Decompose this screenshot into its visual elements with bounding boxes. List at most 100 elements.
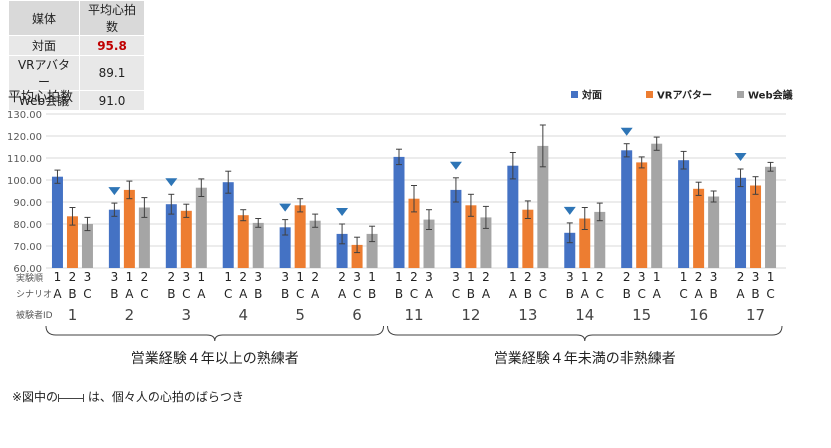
bar [252, 222, 264, 268]
bracket-label: 営業経験４年以上の熟練者 [131, 351, 299, 367]
error-bar-icon [58, 393, 85, 402]
bar [450, 189, 462, 268]
bar [81, 224, 93, 268]
summary-label: VRアバター [8, 55, 80, 91]
order-label: 3 [182, 270, 190, 284]
scenario-label: A [653, 287, 662, 301]
order-label: 2 [338, 270, 346, 284]
bar [693, 188, 705, 268]
scenario-label: C [182, 287, 190, 301]
order-label: 3 [84, 270, 92, 284]
scenario-label: C [539, 287, 547, 301]
scenario-label: A [197, 287, 206, 301]
order-label: 2 [69, 270, 77, 284]
legend-label: Web会議 [748, 89, 793, 102]
bracket-label: 営業経験４年未満の非熟練者 [494, 351, 676, 367]
bar [465, 205, 477, 268]
subject-id-label: 12 [461, 306, 480, 324]
order-label: 3 [566, 270, 574, 284]
subject-id-label: 3 [182, 306, 192, 324]
scenario-label: B [467, 287, 475, 301]
bar [279, 227, 291, 268]
scenario-label: C [766, 287, 774, 301]
bar [651, 143, 663, 268]
order-label: 2 [141, 270, 149, 284]
subject-id-label: 4 [238, 306, 248, 324]
marker-triangle-icon [734, 153, 747, 161]
scenario-label: A [581, 287, 590, 301]
subject-id-label: 2 [125, 306, 135, 324]
order-label: 1 [653, 270, 661, 284]
order-label: 3 [710, 270, 718, 284]
note-prefix: ※図中の [12, 390, 59, 404]
scenario-label: A [53, 287, 62, 301]
y-tick-label: 120.00 [7, 132, 42, 143]
order-label: 1 [126, 270, 134, 284]
scenario-label: A [482, 287, 491, 301]
note-suffix: は、個々人の心拍のばらつき [87, 390, 244, 404]
scenario-label: B [524, 287, 532, 301]
bar [537, 145, 549, 268]
scenario-label: C [83, 287, 91, 301]
scenario-label: C [596, 287, 604, 301]
bar [393, 156, 405, 268]
order-label: 1 [581, 270, 589, 284]
subject-id-label: 13 [518, 306, 537, 324]
summary-value: 95.8 [79, 35, 145, 56]
subject-id-label: 16 [689, 306, 708, 324]
legend-swatch [646, 91, 653, 98]
scenario-label: A [425, 287, 434, 301]
legend-label: VRアバター [657, 90, 712, 102]
bar [636, 162, 648, 268]
order-label: 1 [680, 270, 688, 284]
scenario-label: B [254, 287, 262, 301]
scenario-label: B [68, 287, 76, 301]
order-label: 1 [224, 270, 232, 284]
bar [564, 232, 576, 268]
group-bracket [45, 325, 385, 342]
bar [366, 233, 378, 268]
legend-swatch [571, 91, 578, 98]
marker-triangle-icon [108, 187, 121, 196]
bar [507, 165, 519, 268]
summary-row-web: Web会議 91.0 [8, 90, 145, 111]
order-label: 2 [524, 270, 532, 284]
summary-label: Web会議 [8, 90, 80, 111]
bar [237, 215, 249, 268]
summary-table: 媒体 平均心拍数 対面 95.8 VRアバター 89.1 Web会議 91.0 [8, 0, 145, 111]
order-label: 2 [596, 270, 604, 284]
scenario-label: B [368, 287, 376, 301]
scenario-label: A [239, 287, 248, 301]
order-label: 2 [695, 270, 703, 284]
bar [579, 218, 591, 268]
scenario-label: B [751, 287, 759, 301]
legend-swatch [737, 91, 744, 98]
subject-id-label: 1 [68, 306, 78, 324]
y-tick-label: 70.00 [13, 242, 42, 253]
bar [480, 217, 492, 268]
order-label: 3 [281, 270, 289, 284]
bar [180, 210, 192, 268]
group-bracket [387, 325, 783, 342]
bar [408, 198, 420, 268]
scenario-label: C [296, 287, 304, 301]
order-label: 3 [638, 270, 646, 284]
summary-value: 91.0 [79, 90, 145, 111]
bar [351, 244, 363, 268]
bar [108, 209, 120, 268]
scenario-label: C [410, 287, 418, 301]
row-label-scenario: シナリオ [16, 289, 52, 300]
order-label: 2 [311, 270, 319, 284]
bar [750, 185, 762, 268]
summary-header-hr: 平均心拍数 [79, 0, 145, 36]
y-tick-label: 110.00 [7, 154, 42, 165]
order-label: 1 [395, 270, 403, 284]
order-label: 1 [296, 270, 304, 284]
bar [621, 150, 633, 268]
scenario-label: B [110, 287, 118, 301]
bar [708, 196, 720, 268]
order-label: 1 [368, 270, 376, 284]
order-label: 1 [197, 270, 205, 284]
legend-label: 対面 [581, 89, 602, 102]
